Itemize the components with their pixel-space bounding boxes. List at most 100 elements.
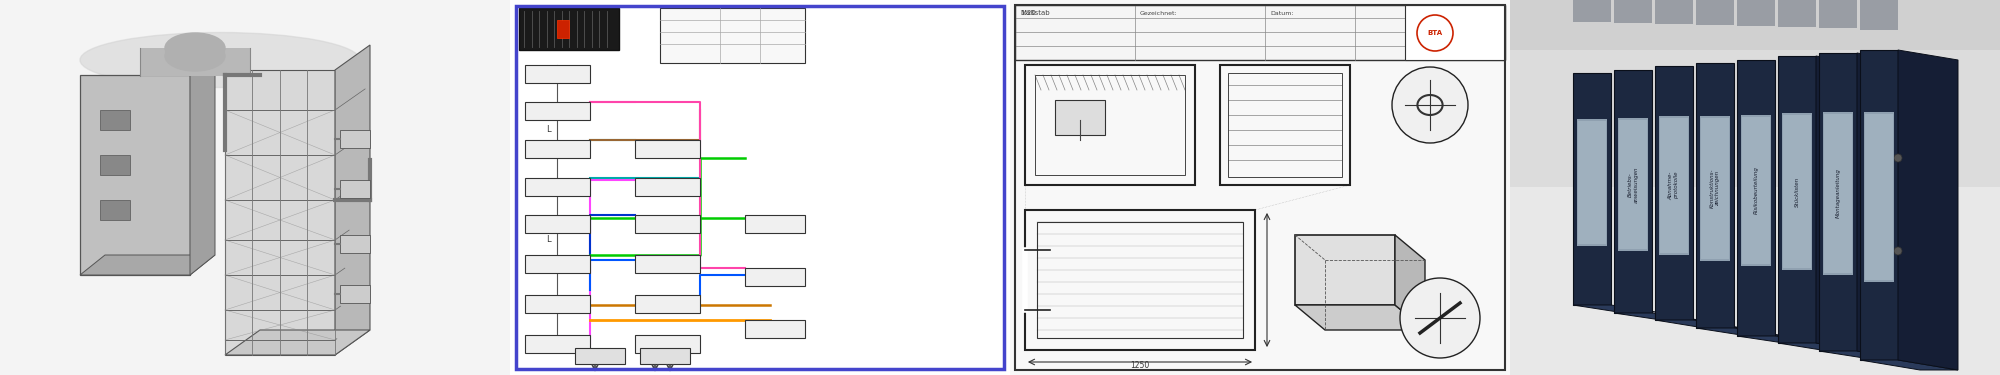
Circle shape — [1392, 67, 1468, 143]
Ellipse shape — [164, 41, 224, 71]
Bar — [1618, 118, 1648, 251]
Polygon shape — [1614, 313, 1700, 320]
Bar — [1296, 235, 1396, 305]
Bar — [1660, 118, 1688, 253]
Bar — [636, 335, 700, 353]
Bar — [524, 215, 590, 233]
Bar — [1036, 222, 1244, 338]
Text: 1:20: 1:20 — [1020, 10, 1036, 16]
Bar — [1696, 0, 1734, 25]
Bar — [1778, 56, 1816, 343]
Circle shape — [1894, 154, 1902, 162]
Bar — [1700, 116, 1730, 261]
Circle shape — [1400, 278, 1480, 358]
Polygon shape — [1778, 343, 1872, 352]
Bar — [0, 0, 510, 375]
Bar — [1614, 70, 1652, 313]
Polygon shape — [1860, 360, 1958, 370]
Bar — [1024, 210, 1256, 350]
Bar — [1782, 113, 1812, 270]
Bar — [524, 65, 590, 83]
Bar — [1820, 0, 1856, 28]
Bar — [1860, 0, 1898, 30]
Text: Maßstab: Maßstab — [1020, 10, 1050, 16]
Bar — [1578, 121, 1606, 244]
Text: BTA: BTA — [1428, 30, 1442, 36]
Text: Abnahme-
protokolle: Abnahme- protokolle — [1668, 171, 1680, 200]
Bar — [524, 335, 590, 353]
Bar — [1024, 65, 1196, 185]
Bar — [636, 255, 700, 273]
Polygon shape — [224, 330, 370, 355]
Bar — [1220, 65, 1350, 185]
Text: Betriebs-
anweisungen: Betriebs- anweisungen — [1628, 166, 1638, 203]
Text: Konstruktions-
zeichnungen: Konstruktions- zeichnungen — [1710, 169, 1720, 208]
Bar — [516, 6, 1004, 369]
Bar — [524, 102, 590, 120]
Circle shape — [1894, 247, 1902, 255]
Bar — [524, 295, 590, 313]
Bar — [1864, 114, 1892, 280]
Polygon shape — [336, 45, 370, 355]
Bar — [1742, 117, 1770, 264]
Bar — [1620, 120, 1648, 249]
Polygon shape — [1736, 336, 1828, 344]
Bar — [1016, 5, 1506, 370]
Bar — [1820, 53, 1856, 351]
Text: Risikobeurteilung: Risikobeurteilung — [1754, 166, 1758, 214]
Bar — [80, 75, 190, 275]
Bar — [1736, 0, 1776, 26]
Bar — [1740, 115, 1772, 266]
Text: Stücklisten: Stücklisten — [1794, 177, 1800, 207]
Bar — [1784, 115, 1812, 268]
Polygon shape — [1510, 187, 2000, 375]
Bar — [1510, 0, 2000, 375]
Bar — [340, 130, 370, 148]
Bar — [1010, 0, 1510, 375]
Bar — [1036, 75, 1184, 175]
Bar — [1656, 0, 1692, 24]
Polygon shape — [1296, 305, 1424, 330]
Bar — [640, 348, 690, 364]
Polygon shape — [1572, 305, 1656, 312]
Polygon shape — [1396, 235, 1424, 330]
Bar — [1824, 112, 1852, 275]
Bar — [1824, 114, 1852, 273]
Polygon shape — [1898, 50, 1958, 370]
Bar — [1656, 66, 1692, 320]
Polygon shape — [80, 255, 216, 275]
Bar — [1696, 63, 1734, 328]
Bar — [1860, 50, 1898, 360]
Bar — [140, 48, 250, 76]
Text: Datum:: Datum: — [1270, 11, 1294, 16]
Bar — [340, 285, 370, 303]
Bar — [1404, 5, 1506, 60]
Bar — [100, 110, 130, 130]
Bar — [100, 155, 130, 175]
Bar — [1660, 116, 1688, 255]
Bar — [224, 70, 336, 355]
Text: Betriebsanleitung: Betriebsanleitung — [1874, 163, 1884, 231]
Bar — [576, 348, 624, 364]
Bar — [1614, 0, 1652, 23]
Ellipse shape — [164, 33, 224, 63]
Bar — [636, 140, 700, 158]
Bar — [636, 215, 700, 233]
Bar — [1016, 5, 1506, 60]
Polygon shape — [1510, 0, 2000, 50]
Text: Gezeichnet:: Gezeichnet: — [1140, 11, 1178, 16]
Bar — [1228, 73, 1342, 177]
Bar — [100, 200, 130, 220]
Bar — [340, 180, 370, 198]
Circle shape — [1892, 244, 1904, 258]
Bar — [524, 178, 590, 196]
Bar — [524, 255, 590, 273]
Polygon shape — [190, 55, 216, 275]
Bar — [524, 140, 590, 158]
Bar — [1572, 0, 1612, 22]
Text: L: L — [546, 236, 550, 244]
Bar — [340, 235, 370, 253]
Bar — [1778, 0, 1816, 27]
Circle shape — [1892, 151, 1904, 165]
Polygon shape — [1820, 351, 1914, 360]
